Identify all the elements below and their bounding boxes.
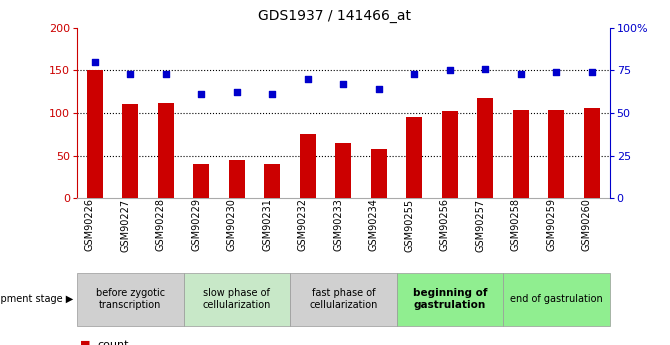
Bar bbox=[442, 111, 458, 198]
Text: GSM90234: GSM90234 bbox=[369, 198, 379, 251]
Text: GSM90258: GSM90258 bbox=[511, 198, 521, 252]
Text: beginning of
gastrulation: beginning of gastrulation bbox=[413, 288, 487, 310]
Text: development stage ▶: development stage ▶ bbox=[0, 294, 74, 304]
Bar bbox=[584, 108, 600, 198]
Bar bbox=[397, 273, 503, 326]
Point bbox=[196, 91, 207, 97]
Text: GDS1937 / 141466_at: GDS1937 / 141466_at bbox=[259, 9, 411, 23]
Point bbox=[587, 69, 598, 75]
Bar bbox=[513, 110, 529, 198]
Point bbox=[409, 71, 419, 77]
Bar bbox=[478, 98, 493, 198]
Bar bbox=[503, 273, 610, 326]
Point bbox=[445, 68, 456, 73]
Text: GSM90233: GSM90233 bbox=[334, 198, 344, 251]
Bar bbox=[549, 110, 564, 198]
Text: ■: ■ bbox=[80, 340, 91, 345]
Text: GSM90230: GSM90230 bbox=[227, 198, 237, 251]
Point bbox=[516, 71, 527, 77]
Text: GSM90231: GSM90231 bbox=[263, 198, 272, 251]
Bar bbox=[229, 160, 245, 198]
Text: GSM90229: GSM90229 bbox=[192, 198, 202, 252]
Point bbox=[303, 76, 314, 81]
Point bbox=[338, 81, 349, 87]
Point bbox=[551, 69, 562, 75]
Point bbox=[161, 71, 172, 77]
Text: GSM90232: GSM90232 bbox=[298, 198, 308, 252]
Bar bbox=[184, 273, 290, 326]
Point bbox=[232, 90, 243, 95]
Text: fast phase of
cellularization: fast phase of cellularization bbox=[309, 288, 378, 310]
Text: GSM90228: GSM90228 bbox=[156, 198, 166, 252]
Text: before zygotic
transcription: before zygotic transcription bbox=[96, 288, 165, 310]
Bar bbox=[336, 143, 351, 198]
Bar bbox=[407, 117, 422, 198]
Bar bbox=[371, 149, 387, 198]
Bar bbox=[265, 164, 280, 198]
Text: GSM90227: GSM90227 bbox=[121, 198, 130, 252]
Point bbox=[125, 71, 135, 77]
Bar bbox=[77, 273, 184, 326]
Bar bbox=[290, 273, 397, 326]
Point bbox=[374, 86, 385, 92]
Text: count: count bbox=[97, 340, 129, 345]
Bar bbox=[158, 103, 174, 198]
Point bbox=[267, 91, 278, 97]
Bar bbox=[123, 105, 138, 198]
Bar bbox=[300, 134, 316, 198]
Bar bbox=[87, 70, 103, 198]
Text: end of gastrulation: end of gastrulation bbox=[510, 294, 603, 304]
Text: GSM90260: GSM90260 bbox=[582, 198, 592, 251]
Bar bbox=[194, 164, 209, 198]
Point bbox=[480, 66, 491, 71]
Point bbox=[90, 59, 100, 65]
Text: GSM90256: GSM90256 bbox=[440, 198, 450, 252]
Text: slow phase of
cellularization: slow phase of cellularization bbox=[202, 288, 271, 310]
Text: GSM90226: GSM90226 bbox=[85, 198, 95, 252]
Text: GSM90257: GSM90257 bbox=[476, 198, 486, 252]
Text: GSM90259: GSM90259 bbox=[547, 198, 557, 252]
Text: GSM90255: GSM90255 bbox=[405, 198, 414, 252]
